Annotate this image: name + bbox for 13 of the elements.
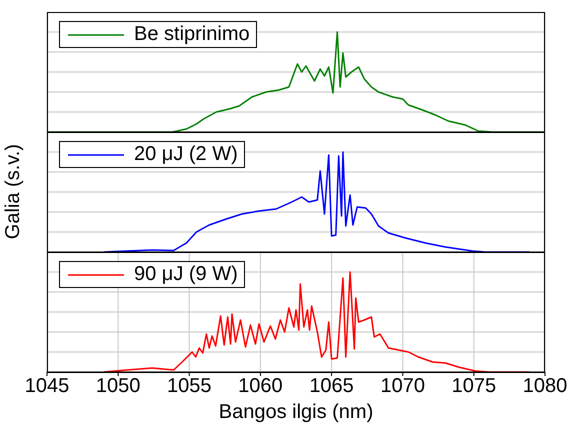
x-tick-label: 1070	[380, 375, 425, 398]
legend-label: 20 μJ (2 W)	[134, 143, 238, 166]
x-tick-label: 1080	[522, 375, 568, 398]
legend-label: Be stiprinimo	[134, 23, 250, 46]
x-tick-label: 1075	[452, 375, 496, 398]
y-axis-title: Galia (s.v.)	[2, 144, 25, 240]
x-axis-title: Bangos ilgis (nm)	[218, 401, 374, 423]
x-tick-label: 1050	[96, 375, 140, 398]
x-tick-label: 1055	[167, 375, 212, 398]
x-tick-label: 1060	[238, 375, 283, 398]
legend-label: 90 μJ (9 W)	[134, 263, 238, 286]
x-tick-label: 1045	[24, 375, 70, 398]
x-tick-label: 1065	[309, 375, 354, 398]
